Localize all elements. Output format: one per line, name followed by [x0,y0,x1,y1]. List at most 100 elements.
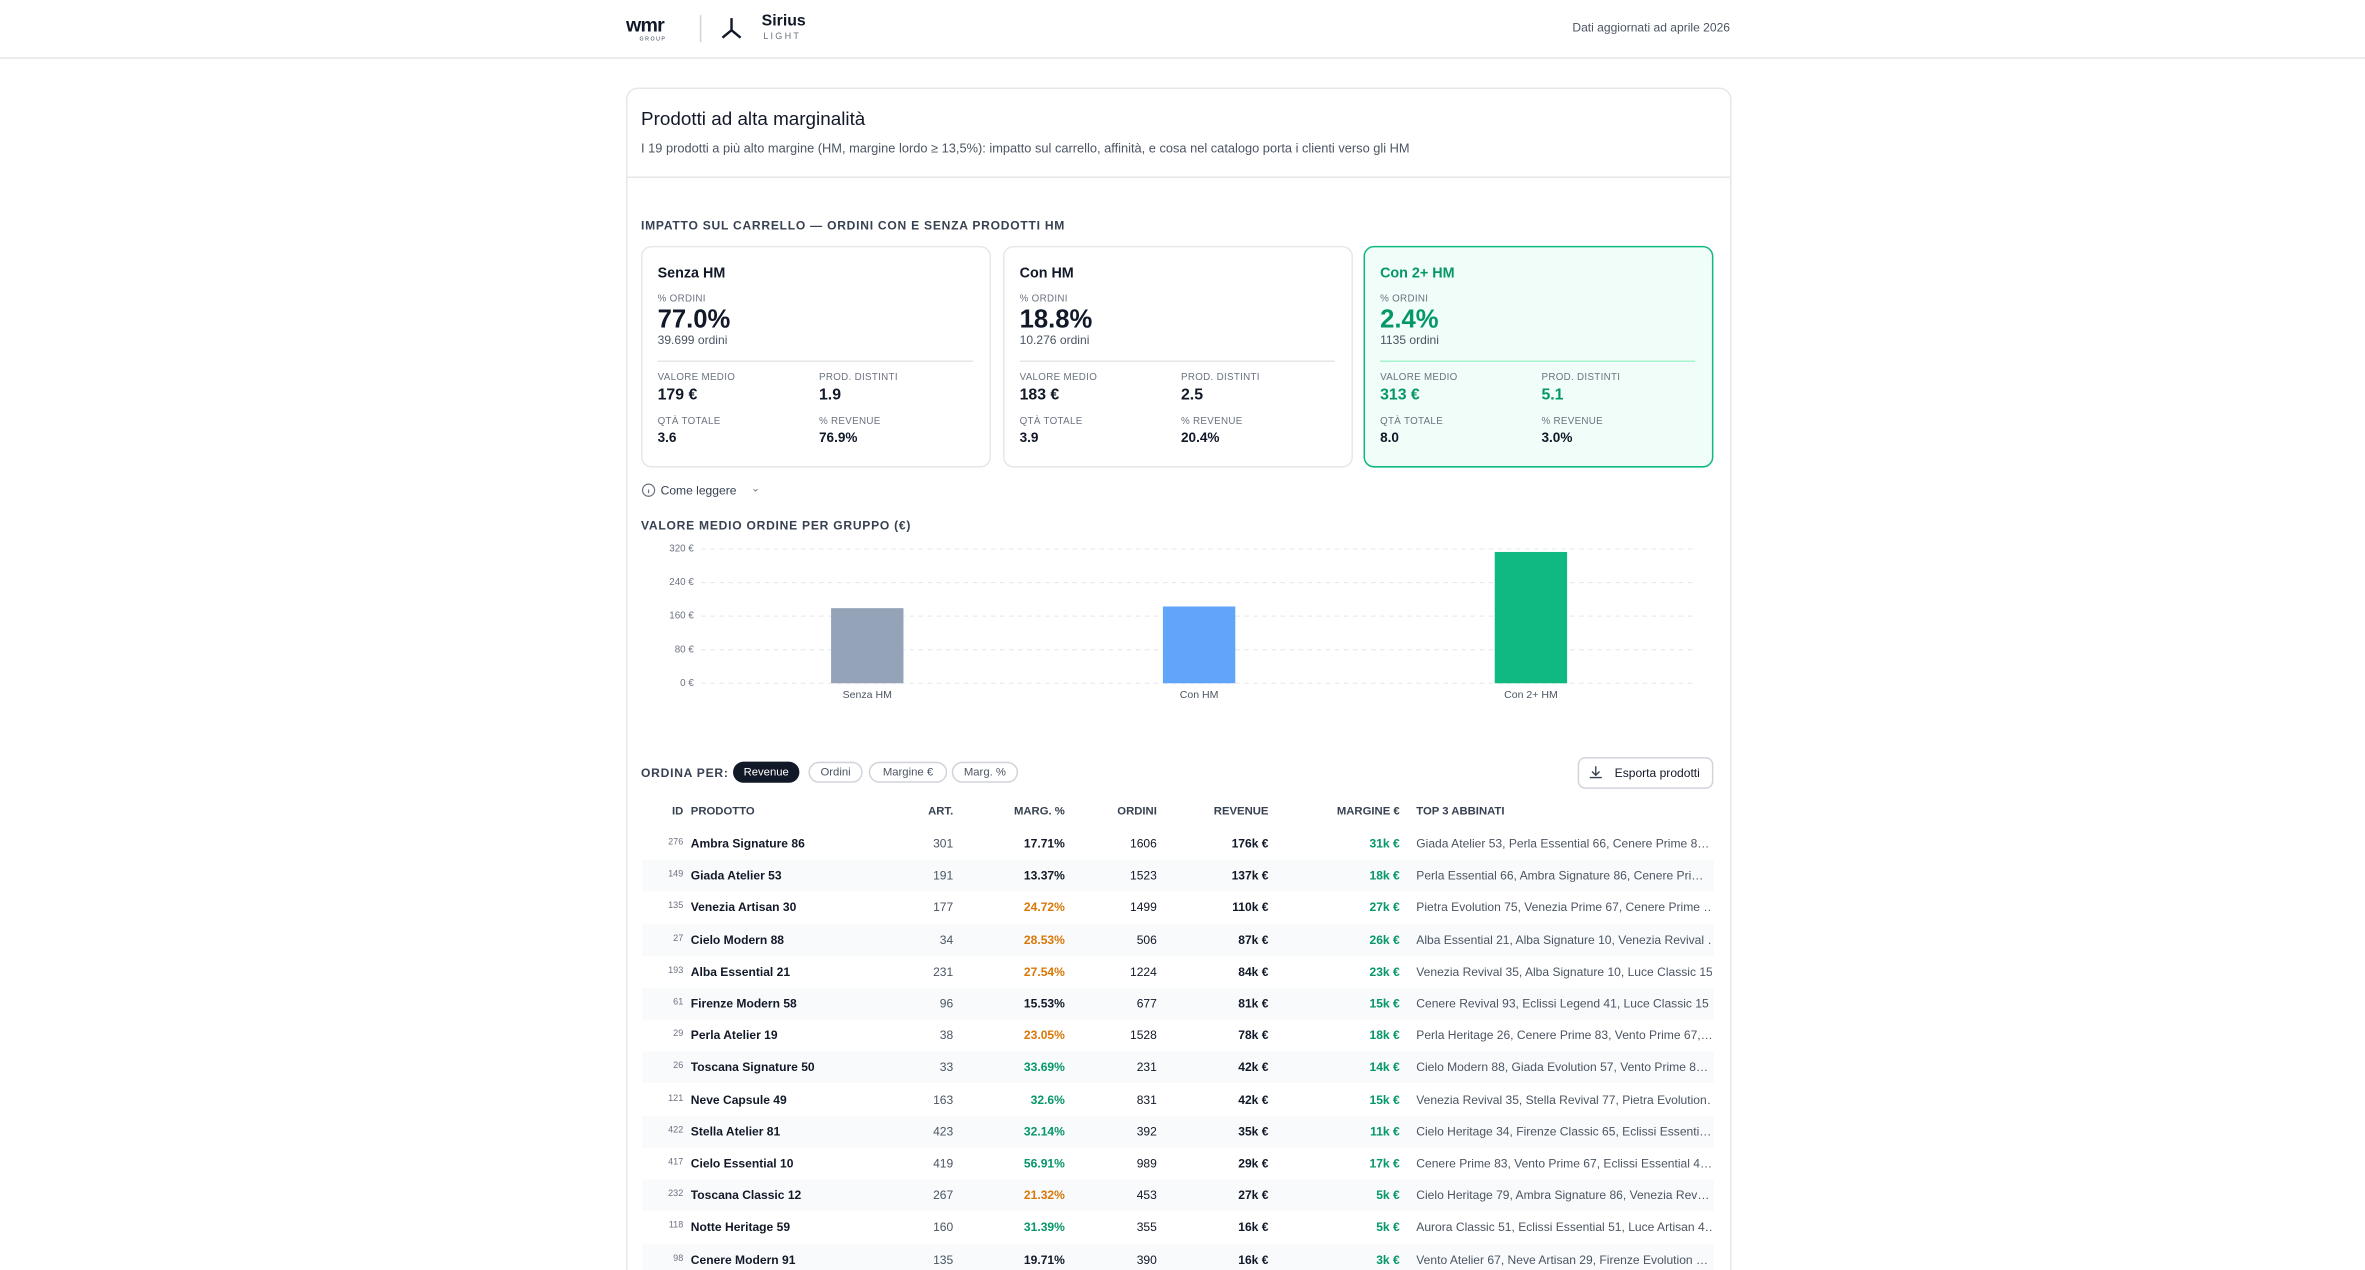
stat-label: QTÀ TOTALE [1019,416,1083,427]
table-cell: 989 [1136,1156,1157,1171]
table-cell: 16k € [1238,1252,1269,1267]
table-cell: 677 [1136,996,1157,1011]
card-label: % ORDINI [1380,294,1429,305]
table-cell: 301 [933,837,954,851]
stat-value: 20.4% [1180,429,1220,445]
table-cell[interactable]: Alba Essential 21 [690,964,791,979]
table-cell: 137k € [1231,869,1269,883]
stat-value: 313 € [1380,386,1420,405]
y-tick-label: 160 € [669,611,694,622]
table-cell: 35k € [1238,1124,1269,1139]
table-cell: 417 [668,1158,684,1168]
table-cell: 32.6% [1030,1092,1065,1107]
sort-label: ORDINA PER: [641,766,729,780]
table-cell: 29k € [1238,1156,1269,1171]
table-cell[interactable]: Firenze Modern 58 [690,996,797,1011]
table-cell: Cielo Heritage 34, Firenze Classic 65, E… [1416,1124,1712,1139]
app-icon [721,18,742,39]
table-cell: 26 [673,1062,684,1072]
sort-pill[interactable]: Margine € [868,761,948,783]
column-header: MARG. % [1013,803,1065,818]
card-pct: 77.0% [657,304,731,334]
column-header: ID [671,803,684,818]
table-cell[interactable]: Toscana Signature 50 [690,1060,815,1075]
table-cell: 31.39% [1023,1220,1065,1235]
table-cell: 29 [673,1030,684,1040]
bar [831,608,904,684]
table-cell[interactable]: Toscana Classic 12 [690,1188,802,1203]
table-cell: 191 [933,869,954,883]
sort-pill[interactable]: Revenue [733,761,800,783]
table-cell[interactable]: Perla Atelier 19 [690,1028,778,1043]
table-cell[interactable]: Stella Atelier 81 [690,1124,781,1139]
sort-pill[interactable]: Ordini [808,761,863,783]
table-cell: Cielo Heritage 79, Ambra Signature 86, V… [1416,1188,1710,1203]
app-name: Sirius [761,12,806,31]
row-band [642,1179,1714,1212]
table-cell: 23k € [1369,964,1400,979]
table-cell[interactable]: Ambra Signature 86 [690,837,805,851]
export-label: Esporta prodotti [1614,766,1700,780]
brand-sub: GROUP [639,36,667,43]
column-header: ORDINI [1117,803,1157,818]
card-pct: 2.4% [1380,304,1439,334]
table-cell: 419 [933,1156,954,1171]
table-cell: 193 [668,966,684,976]
table-cell: 27 [673,934,684,944]
export-button[interactable]: Esporta prodotti [1577,757,1714,789]
table-cell: 42k € [1238,1060,1269,1075]
table-cell: 15k € [1369,996,1400,1011]
table-cell[interactable]: Cielo Modern 88 [690,933,785,947]
chevron: ⌄ [751,484,760,495]
table-cell: 135 [933,1252,954,1267]
table-cell[interactable]: Neve Capsule 49 [690,1092,787,1107]
updated-note: Dati aggiornati ad aprile 2026 [1572,21,1731,35]
table-cell[interactable]: Venezia Artisan 30 [690,901,797,915]
table-cell: Vento Atelier 67, Neve Artisan 29, Firen… [1416,1252,1709,1267]
y-tick-label: 0 € [680,678,694,689]
how-to-read[interactable]: Come leggere [660,484,737,498]
card-count: 1135 ordini [1380,333,1439,347]
table-cell: 176k € [1231,837,1269,851]
app-sub: LIGHT [763,33,802,43]
table-cell: Aurora Classic 51, Eclissi Essential 51,… [1416,1220,1712,1235]
table-cell: 18k € [1369,869,1400,883]
table-cell: 135 [668,902,684,912]
table-cell[interactable]: Notte Heritage 59 [690,1220,791,1235]
stat-value: 2.5 [1180,386,1204,405]
table-cell: 19.71% [1023,1252,1065,1267]
stat-label: VALORE MEDIO [1380,372,1458,384]
table-cell: 177 [933,901,954,915]
divider [627,176,1731,178]
table-cell: 118 [668,1222,684,1232]
table-cell: 1528 [1130,1028,1157,1043]
row-band [642,860,1714,892]
table-cell: 56.91% [1023,1156,1065,1171]
table-cell[interactable]: Cielo Essential 10 [690,1156,794,1171]
table-cell[interactable]: Giada Atelier 53 [690,869,782,883]
table-cell: 96 [939,996,954,1011]
table-cell: Pietra Evolution 75, Venezia Prime 67, C… [1416,901,1712,915]
table-cell: 31k € [1369,837,1400,851]
bar [1494,551,1568,684]
stat-label: PROD. DISTINTI [1541,372,1621,384]
sort-pill[interactable]: Marg. % [951,761,1019,783]
card-count: 39.699 ordini [657,333,728,347]
table-cell: Venezia Revival 35, Alba Signature 10, L… [1416,964,1712,979]
row-band [642,1051,1714,1084]
table-cell: Cielo Modern 88, Giada Evolution 57, Ven… [1416,1060,1709,1075]
table-cell: 27k € [1238,1188,1269,1203]
table-cell: 21.32% [1023,1188,1065,1203]
card-label: % ORDINI [1019,294,1068,305]
table-cell: 390 [1136,1252,1157,1267]
table-cell: 422 [668,1126,684,1136]
table-cell[interactable]: Cenere Modern 91 [690,1252,796,1267]
table-cell: 5k € [1376,1220,1400,1235]
table-cell: 506 [1136,933,1157,947]
brand-logo[interactable]: wmr [625,13,665,37]
y-tick-label: 80 € [675,644,695,655]
table-cell: 24.72% [1023,901,1065,915]
table-cell: 453 [1136,1188,1157,1203]
table-cell: Perla Essential 66, Ambra Signature 86, … [1416,869,1704,883]
